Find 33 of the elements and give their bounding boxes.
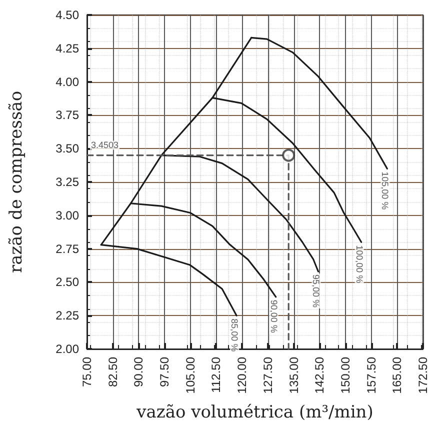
y-tick-label: 3.25 [56,175,80,189]
annotation: 85,00 % [230,318,240,352]
x-tick-label: 75.00 [80,356,94,388]
y-tick-label: 3.75 [56,108,80,122]
annotation: 100,00 % [354,245,364,284]
x-tick-label: 82.50 [106,356,120,388]
x-tick-label: 105.00 [183,356,198,394]
y-tick-label: 2.00 [56,342,80,356]
y-tick-label: 2.75 [56,242,80,256]
annotation: 3.4503 [91,140,119,150]
x-tick-label: 172.50 [416,356,430,394]
x-tick-label: 127.50 [260,356,275,394]
y-tick-label: 4.00 [56,74,80,89]
annotation: 105,00 % [380,172,390,210]
x-tick-label: 165.00 [390,356,404,394]
y-tick-label: 2.50 [56,275,80,290]
x-tick-label: 135.00 [286,356,301,394]
x-axis-title: vazão volumétrica (m³/min) [136,402,374,422]
x-tick-label: 142.50 [312,356,327,394]
y-tick-label: 4.50 [56,8,80,22]
x-tick-label: 97.50 [158,356,172,388]
x-tick-label: 112.50 [209,356,224,393]
y-tick-label: 4.25 [56,41,80,56]
x-tick-label: 150.00 [338,356,352,394]
y-tick-label: 3.00 [56,208,80,222]
x-tick-label: 90.00 [132,356,146,388]
x-tick-label: 157.50 [364,356,378,394]
annotation: 95,00 % [311,274,322,308]
x-tick-label: 120.00 [235,356,250,394]
y-tick-label: 2.25 [56,308,80,323]
annotation: 90,00 % [268,300,279,333]
y-axis-title: razão de compressão [6,90,26,274]
y-tick-label: 3.50 [56,142,80,156]
